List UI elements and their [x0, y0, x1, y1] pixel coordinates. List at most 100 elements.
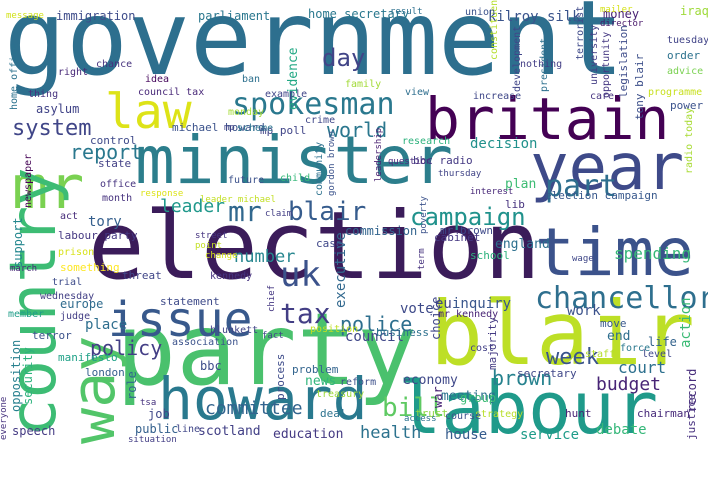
cloud-word: message: [6, 11, 44, 21]
cloud-word: budget: [596, 374, 662, 395]
cloud-word: research: [402, 136, 451, 147]
cloud-word: secretary: [517, 367, 577, 380]
cloud-word: reform: [340, 377, 377, 388]
cloud-word: meeting: [441, 389, 496, 404]
cloud-word: election campaign: [545, 189, 658, 202]
cloud-word: action: [678, 297, 694, 348]
cloud-word: inquiry: [452, 296, 512, 312]
cloud-word: month: [102, 193, 133, 204]
cloud-word: police: [340, 312, 413, 336]
cloud-word: iraq: [680, 4, 708, 18]
cloud-word: control: [90, 134, 137, 147]
cloud-word: michael howard: [172, 121, 265, 134]
cloud-word: job: [148, 407, 170, 421]
cloud-word: economy: [403, 373, 458, 388]
cloud-word: trust: [415, 407, 449, 420]
cloud-word: crime: [305, 115, 336, 126]
cloud-word: mr kennedy: [438, 309, 499, 320]
cloud-word: work: [567, 303, 601, 319]
cloud-word: mp: [224, 123, 235, 133]
cloud-word: nothing: [520, 59, 563, 70]
cloud-word: immigration: [56, 9, 136, 23]
cloud-word: prison: [58, 247, 95, 258]
cloud-word: war: [431, 386, 445, 408]
cloud-word: question: [388, 157, 432, 167]
cloud-word: plan: [505, 177, 537, 192]
cloud-word: tony blair: [633, 53, 646, 120]
cloud-word: blunkett: [210, 325, 259, 336]
cloud-word: leadership: [374, 127, 384, 182]
cloud-word: speech: [12, 424, 56, 438]
cloud-word: week: [546, 345, 599, 370]
cloud-word: state: [98, 157, 132, 170]
cloud-word: brown: [492, 366, 553, 390]
cloud-word: day: [322, 44, 366, 72]
cloud-word: chief: [267, 284, 277, 312]
cloud-word: council tax: [138, 87, 205, 98]
cloud-word: cost: [470, 343, 495, 354]
cloud-word: union: [465, 7, 496, 18]
cloud-word: mr brown: [440, 224, 493, 237]
cloud-word: university: [589, 24, 600, 85]
cloud-word: problem: [292, 363, 339, 376]
cloud-word: hunt: [565, 407, 592, 420]
cloud-word: threat: [122, 269, 162, 282]
cloud-word: spokesman: [232, 87, 395, 122]
cloud-word: issue: [108, 292, 253, 348]
cloud-word: mp poll: [260, 124, 307, 137]
cloud-word: labour party: [58, 229, 138, 242]
cloud-word: association: [172, 337, 239, 348]
cloud-word: lib: [505, 198, 525, 211]
cloud-word: strategy: [475, 409, 524, 420]
cloud-word: position: [310, 324, 359, 335]
cloud-word: wage: [572, 254, 594, 264]
cloud-word: council: [345, 329, 405, 345]
cloud-word: court: [618, 358, 667, 377]
cloud-word: role: [125, 371, 139, 400]
cloud-word: scheme: [237, 123, 274, 134]
cloud-word: support: [11, 217, 25, 268]
cloud-word: year: [530, 131, 685, 205]
cloud-word: spending: [614, 244, 692, 263]
cloud-word: ban: [242, 74, 261, 85]
cloud-word: england: [495, 237, 550, 252]
cloud-word: interest: [470, 187, 514, 197]
cloud-word: poverty: [419, 196, 429, 234]
cloud-word: number: [234, 247, 296, 267]
cloud-word: time: [535, 214, 694, 291]
cloud-word: vote: [400, 301, 434, 317]
cloud-word: member: [8, 309, 45, 320]
cloud-word: labour: [398, 366, 659, 450]
cloud-word: advice: [667, 66, 704, 77]
cloud-word: house: [445, 427, 488, 443]
cloud-word: policy: [90, 336, 163, 360]
cloud-word: case: [316, 237, 343, 250]
cloud-word: party: [116, 291, 418, 408]
cloud-word: future: [228, 175, 265, 186]
cloud-word: chancellor: [535, 281, 708, 316]
cloud-word: leader: [160, 196, 226, 217]
cloud-word: terrorist: [575, 5, 586, 60]
cloud-word: mr: [228, 195, 262, 228]
cloud-word: family: [345, 79, 382, 90]
cloud-word: march: [10, 264, 38, 274]
cloud-word: mr: [12, 153, 85, 223]
cloud-word: change: [205, 251, 238, 261]
cloud-word: howard: [158, 365, 368, 433]
cloud-word: manifesto: [58, 351, 118, 364]
cloud-word: scotland: [198, 424, 261, 439]
cloud-word: act: [60, 211, 79, 222]
cloud-word: chairman: [637, 407, 690, 420]
cloud-word: radio today: [684, 107, 695, 174]
cloud-word: bbc: [200, 359, 222, 373]
cloud-word: campaign: [410, 203, 526, 231]
cloud-word: opposition: [9, 339, 23, 412]
cloud-word: situation: [128, 435, 177, 445]
cloud-word: street: [195, 231, 228, 241]
cloud-word: judge: [60, 311, 91, 322]
cloud-word: eu: [435, 296, 452, 312]
cloud-word: uk: [280, 255, 321, 295]
cloud-word: treasury: [316, 389, 365, 400]
cloud-word: decision: [470, 136, 538, 152]
cloud-word: parliament: [198, 9, 271, 23]
